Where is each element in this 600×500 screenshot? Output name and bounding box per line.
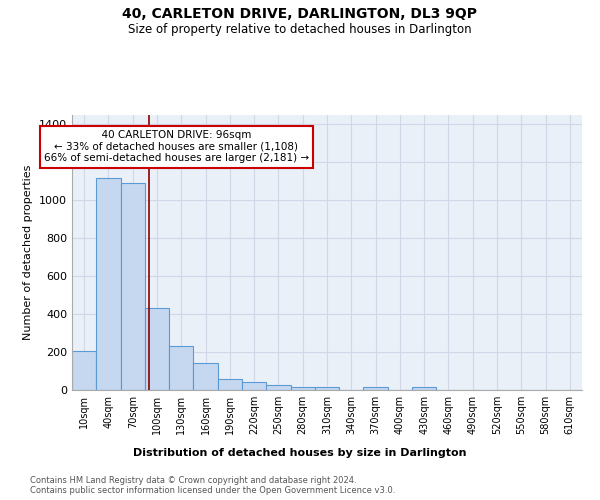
Bar [72, 351, 96, 390]
Bar [169, 346, 193, 390]
Text: 40, CARLETON DRIVE, DARLINGTON, DL3 9QP: 40, CARLETON DRIVE, DARLINGTON, DL3 9QP [122, 8, 478, 22]
Bar [266, 386, 290, 390]
Bar [364, 387, 388, 390]
Bar [121, 184, 145, 390]
Bar [290, 387, 315, 390]
Bar [193, 364, 218, 390]
Bar [242, 382, 266, 390]
Bar [145, 308, 169, 390]
Text: Size of property relative to detached houses in Darlington: Size of property relative to detached ho… [128, 22, 472, 36]
Bar [218, 378, 242, 390]
Bar [315, 387, 339, 390]
Y-axis label: Number of detached properties: Number of detached properties [23, 165, 34, 340]
Text: 40 CARLETON DRIVE: 96sqm  
← 33% of detached houses are smaller (1,108)
66% of s: 40 CARLETON DRIVE: 96sqm ← 33% of detach… [44, 130, 309, 164]
Bar [412, 387, 436, 390]
Text: Distribution of detached houses by size in Darlington: Distribution of detached houses by size … [133, 448, 467, 458]
Text: Contains HM Land Registry data © Crown copyright and database right 2024.
Contai: Contains HM Land Registry data © Crown c… [30, 476, 395, 495]
Bar [96, 178, 121, 390]
